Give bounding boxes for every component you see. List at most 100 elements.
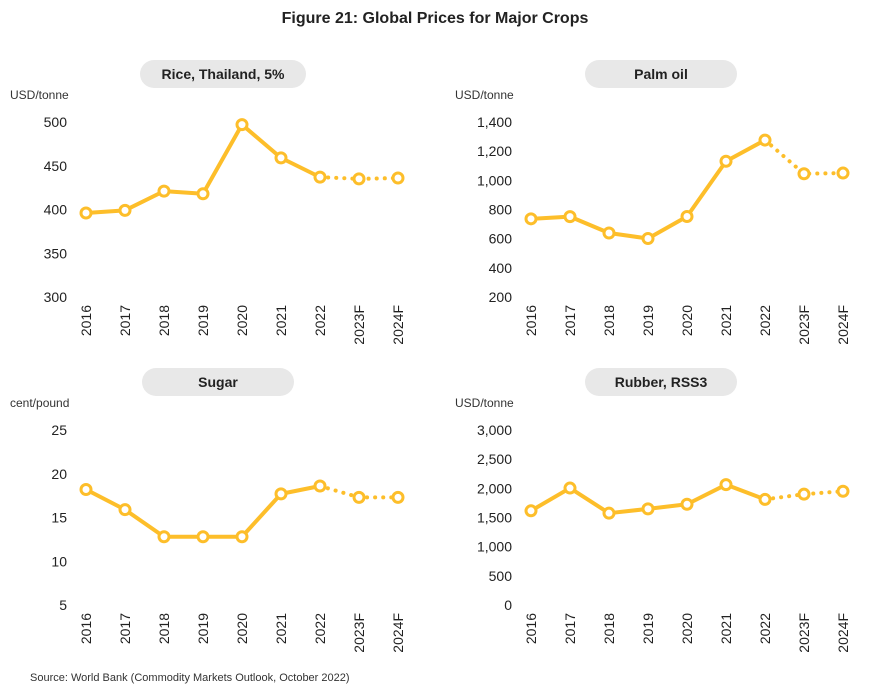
x-tick-label: 2016 xyxy=(523,305,539,336)
chart-panel-sugar: Sugar cent/pound 5 10 15 20 25 2016 2017 2018 20… xyxy=(10,363,430,673)
y-tick-label: 15 xyxy=(51,510,67,526)
data-point xyxy=(118,203,132,217)
y-tick-label: 1,000 xyxy=(477,172,512,188)
data-point xyxy=(274,151,288,165)
x-tick-label: 2017 xyxy=(562,305,578,336)
data-point xyxy=(196,187,210,201)
data-point xyxy=(352,490,366,504)
y-tick-label: 25 xyxy=(51,422,67,438)
chart-panel-palm-oil: Palm oil USD/tonne 200 400 600 800 1,000 1,20… xyxy=(455,55,870,365)
y-tick-label: 5 xyxy=(59,597,67,613)
y-tick-label: 3,000 xyxy=(477,422,512,438)
data-point xyxy=(758,133,772,147)
y-axis-unit: USD/tonne xyxy=(10,88,69,102)
x-tick-label: 2016 xyxy=(78,613,94,644)
chart-title-pill: Rubber, RSS3 xyxy=(585,368,737,396)
source-note: Source: World Bank (Commodity Markets Ou… xyxy=(30,672,350,684)
data-point xyxy=(235,530,249,544)
x-tick-label: 2022 xyxy=(757,613,773,644)
data-point xyxy=(391,490,405,504)
data-point xyxy=(836,484,850,498)
y-tick-label: 1,500 xyxy=(477,510,512,526)
x-tick-label: 2017 xyxy=(117,613,133,644)
x-tick-label: 2019 xyxy=(640,305,656,336)
x-tick-label: 2024F xyxy=(390,305,406,345)
data-point xyxy=(719,478,733,492)
data-point xyxy=(602,506,616,520)
y-tick-label: 200 xyxy=(489,289,513,305)
y-tick-label: 0 xyxy=(504,597,512,613)
x-tick-label: 2018 xyxy=(156,613,172,644)
data-point xyxy=(157,530,171,544)
data-point xyxy=(313,170,327,184)
data-point xyxy=(313,479,327,493)
y-tick-label: 450 xyxy=(44,158,68,174)
data-point xyxy=(563,210,577,224)
y-tick-label: 400 xyxy=(489,260,513,276)
data-point xyxy=(524,504,538,518)
line-chart-rubber: 0 500 1,000 1,500 2,000 2,500 3,000 2016 2017 201… xyxy=(477,422,851,653)
data-point xyxy=(352,172,366,186)
x-tick-label: 2016 xyxy=(523,613,539,644)
chart-panel-rubber: Rubber, RSS3 USD/tonne 0 500 1,000 1,500 2,0… xyxy=(455,363,870,673)
y-axis-unit: USD/tonne xyxy=(455,88,514,102)
y-tick-label: 2,000 xyxy=(477,480,512,496)
x-tick-label: 2021 xyxy=(718,613,734,644)
x-tick-label: 2018 xyxy=(156,305,172,336)
chart-title-pill: Sugar xyxy=(142,368,294,396)
x-tick-label: 2016 xyxy=(78,305,94,336)
data-point xyxy=(680,210,694,223)
x-tick-label: 2018 xyxy=(601,305,617,336)
data-point xyxy=(719,154,733,168)
data-point xyxy=(235,118,249,132)
x-tick-label: 2022 xyxy=(312,613,328,644)
x-tick-label: 2023F xyxy=(351,613,367,653)
y-tick-label: 2,500 xyxy=(477,451,512,467)
line-chart-palm-oil: 200 400 600 800 1,000 1,200 1,400 2016 2017 2018 2… xyxy=(477,114,851,345)
data-point xyxy=(797,487,811,501)
data-point xyxy=(79,206,93,220)
data-point xyxy=(797,167,811,181)
x-tick-label: 2023F xyxy=(796,305,812,345)
data-point xyxy=(641,502,655,516)
data-point xyxy=(524,212,538,226)
x-tick-label: 2021 xyxy=(718,305,734,336)
x-tick-label: 2022 xyxy=(312,305,328,336)
chart-panel-rice: Rice, Thailand, 5% USD/tonne 300 350 400 45… xyxy=(10,55,430,365)
data-point xyxy=(641,232,655,246)
line-chart-sugar: 5 10 15 20 25 2016 2017 2018 2019 2020 2021 2022 202… xyxy=(51,422,406,653)
series-line-actual xyxy=(529,138,767,241)
line-chart-rice: 300 350 400 450 500 2016 2017 2018 2019 2020 2021 2… xyxy=(44,114,406,345)
y-tick-label: 20 xyxy=(51,466,67,482)
figure-title: Figure 21: Global Prices for Major Crops xyxy=(281,10,589,27)
y-axis-unit: USD/tonne xyxy=(455,396,514,410)
x-tick-label: 2023F xyxy=(351,305,367,345)
x-tick-label: 2020 xyxy=(234,305,250,336)
x-tick-label: 2021 xyxy=(273,613,289,644)
chart-title-pill: Palm oil xyxy=(585,60,737,88)
data-point xyxy=(391,171,405,185)
y-tick-label: 400 xyxy=(44,202,68,218)
data-point xyxy=(758,492,772,506)
y-tick-label: 600 xyxy=(489,231,513,247)
x-tick-label: 2022 xyxy=(757,305,773,336)
x-tick-label: 2019 xyxy=(195,613,211,644)
data-point xyxy=(680,497,694,511)
x-tick-label: 2024F xyxy=(835,613,851,653)
y-tick-label: 1,200 xyxy=(477,143,512,159)
y-axis-unit: cent/pound xyxy=(10,396,70,410)
x-tick-label: 2019 xyxy=(195,305,211,336)
x-tick-label: 2020 xyxy=(234,613,250,644)
x-tick-label: 2023F xyxy=(796,613,812,653)
x-tick-label: 2017 xyxy=(562,613,578,644)
y-tick-label: 500 xyxy=(44,114,68,130)
data-point xyxy=(196,530,210,544)
data-point xyxy=(602,226,616,240)
data-point xyxy=(79,483,93,496)
x-tick-label: 2017 xyxy=(117,305,133,336)
series-line-forecast xyxy=(763,138,845,176)
y-tick-label: 500 xyxy=(489,568,513,584)
chart-title-pill: Rice, Thailand, 5% xyxy=(140,60,306,88)
x-tick-label: 2020 xyxy=(679,613,695,644)
y-tick-label: 300 xyxy=(44,289,68,305)
